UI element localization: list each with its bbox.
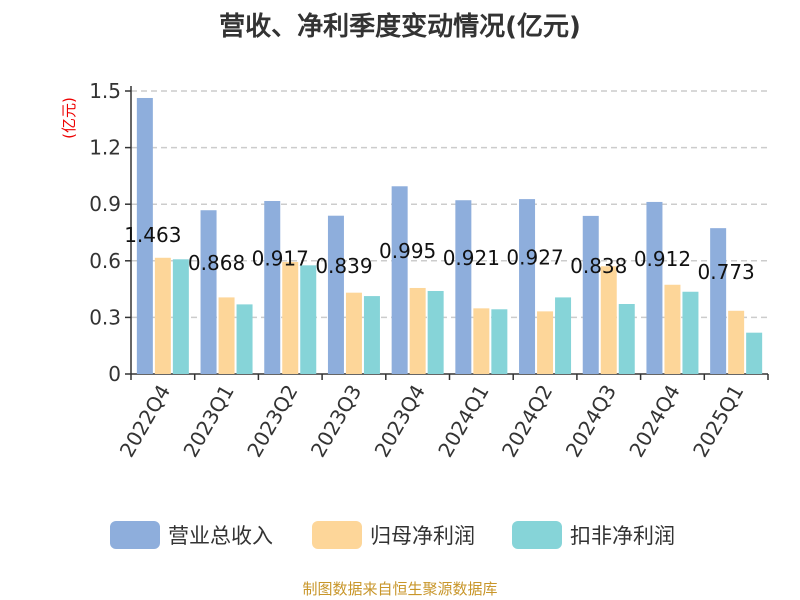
bar-deducted-net-profit [427,290,444,374]
bar-net-profit [282,261,299,374]
data-label: 0.838 [570,254,627,278]
legend-label: 归母净利润 [370,524,475,548]
bar-deducted-net-profit [682,291,699,374]
data-label: 0.868 [188,251,245,275]
x-tick-label: 2023Q2 [242,381,302,462]
bar-revenue [582,215,599,374]
y-axis-label: (亿元) [60,97,78,139]
y-tick-label: 0 [108,362,121,386]
data-label: 0.921 [443,246,500,270]
x-tick-label: 2023Q4 [370,381,430,462]
bar-net-profit [154,257,171,374]
legend-swatch [110,521,160,549]
bar-revenue [264,200,281,374]
x-tick-label: 2025Q1 [688,381,748,462]
bar-revenue [646,201,663,374]
legend-label: 营业总收入 [168,524,273,548]
bar-deducted-net-profit [618,304,635,374]
bar-deducted-net-profit [491,309,508,374]
y-tick-label: 0.9 [89,192,121,216]
bar-revenue [200,210,217,374]
legend-swatch [312,521,362,549]
bar-deducted-net-profit [236,304,253,374]
x-tick-label: 2024Q3 [561,381,621,462]
bar-revenue [391,186,408,374]
x-tick-label: 2022Q4 [115,381,175,462]
bar-deducted-net-profit [300,265,317,374]
x-tick-label: 2024Q4 [624,381,684,462]
x-tick-label: 2023Q1 [178,381,238,462]
bar-net-profit [600,266,617,374]
bar-revenue [519,199,536,374]
bar-net-profit [473,308,490,374]
data-label: 0.839 [315,254,372,278]
legend-label: 扣非净利润 [570,524,675,548]
y-tick-label: 0.6 [89,249,121,273]
x-tick-label: 2024Q1 [433,381,493,462]
data-label: 0.917 [252,246,309,270]
data-label: 1.463 [124,223,181,247]
bar-net-profit [409,287,426,374]
data-label: 0.912 [634,247,691,271]
bar-deducted-net-profit [172,259,189,374]
y-tick-label: 1.5 [89,79,121,103]
bar-net-profit [537,311,554,374]
x-tick-label: 2024Q2 [497,381,557,462]
bar-revenue [455,200,472,374]
bar-net-profit [664,284,681,374]
data-label: 0.773 [698,260,755,284]
bar-revenue [710,228,727,374]
bar-deducted-net-profit [746,332,763,374]
chart-title: 营收、净利季度变动情况(亿元) [219,12,581,42]
bar-revenue [327,215,344,374]
bar-net-profit [345,292,362,374]
bar-deducted-net-profit [555,297,572,374]
legend-swatch [512,521,562,549]
data-label: 0.927 [506,246,563,270]
bar-net-profit [218,297,235,374]
bar-deducted-net-profit [363,296,380,374]
x-tick-label: 2023Q3 [306,381,366,462]
data-source-note: 制图数据来自恒生聚源数据库 [302,580,498,598]
y-tick-label: 0.3 [89,305,121,329]
data-label: 0.995 [379,239,436,263]
bar-net-profit [728,310,745,374]
y-tick-label: 1.2 [89,136,121,160]
bar-revenue [136,97,153,375]
